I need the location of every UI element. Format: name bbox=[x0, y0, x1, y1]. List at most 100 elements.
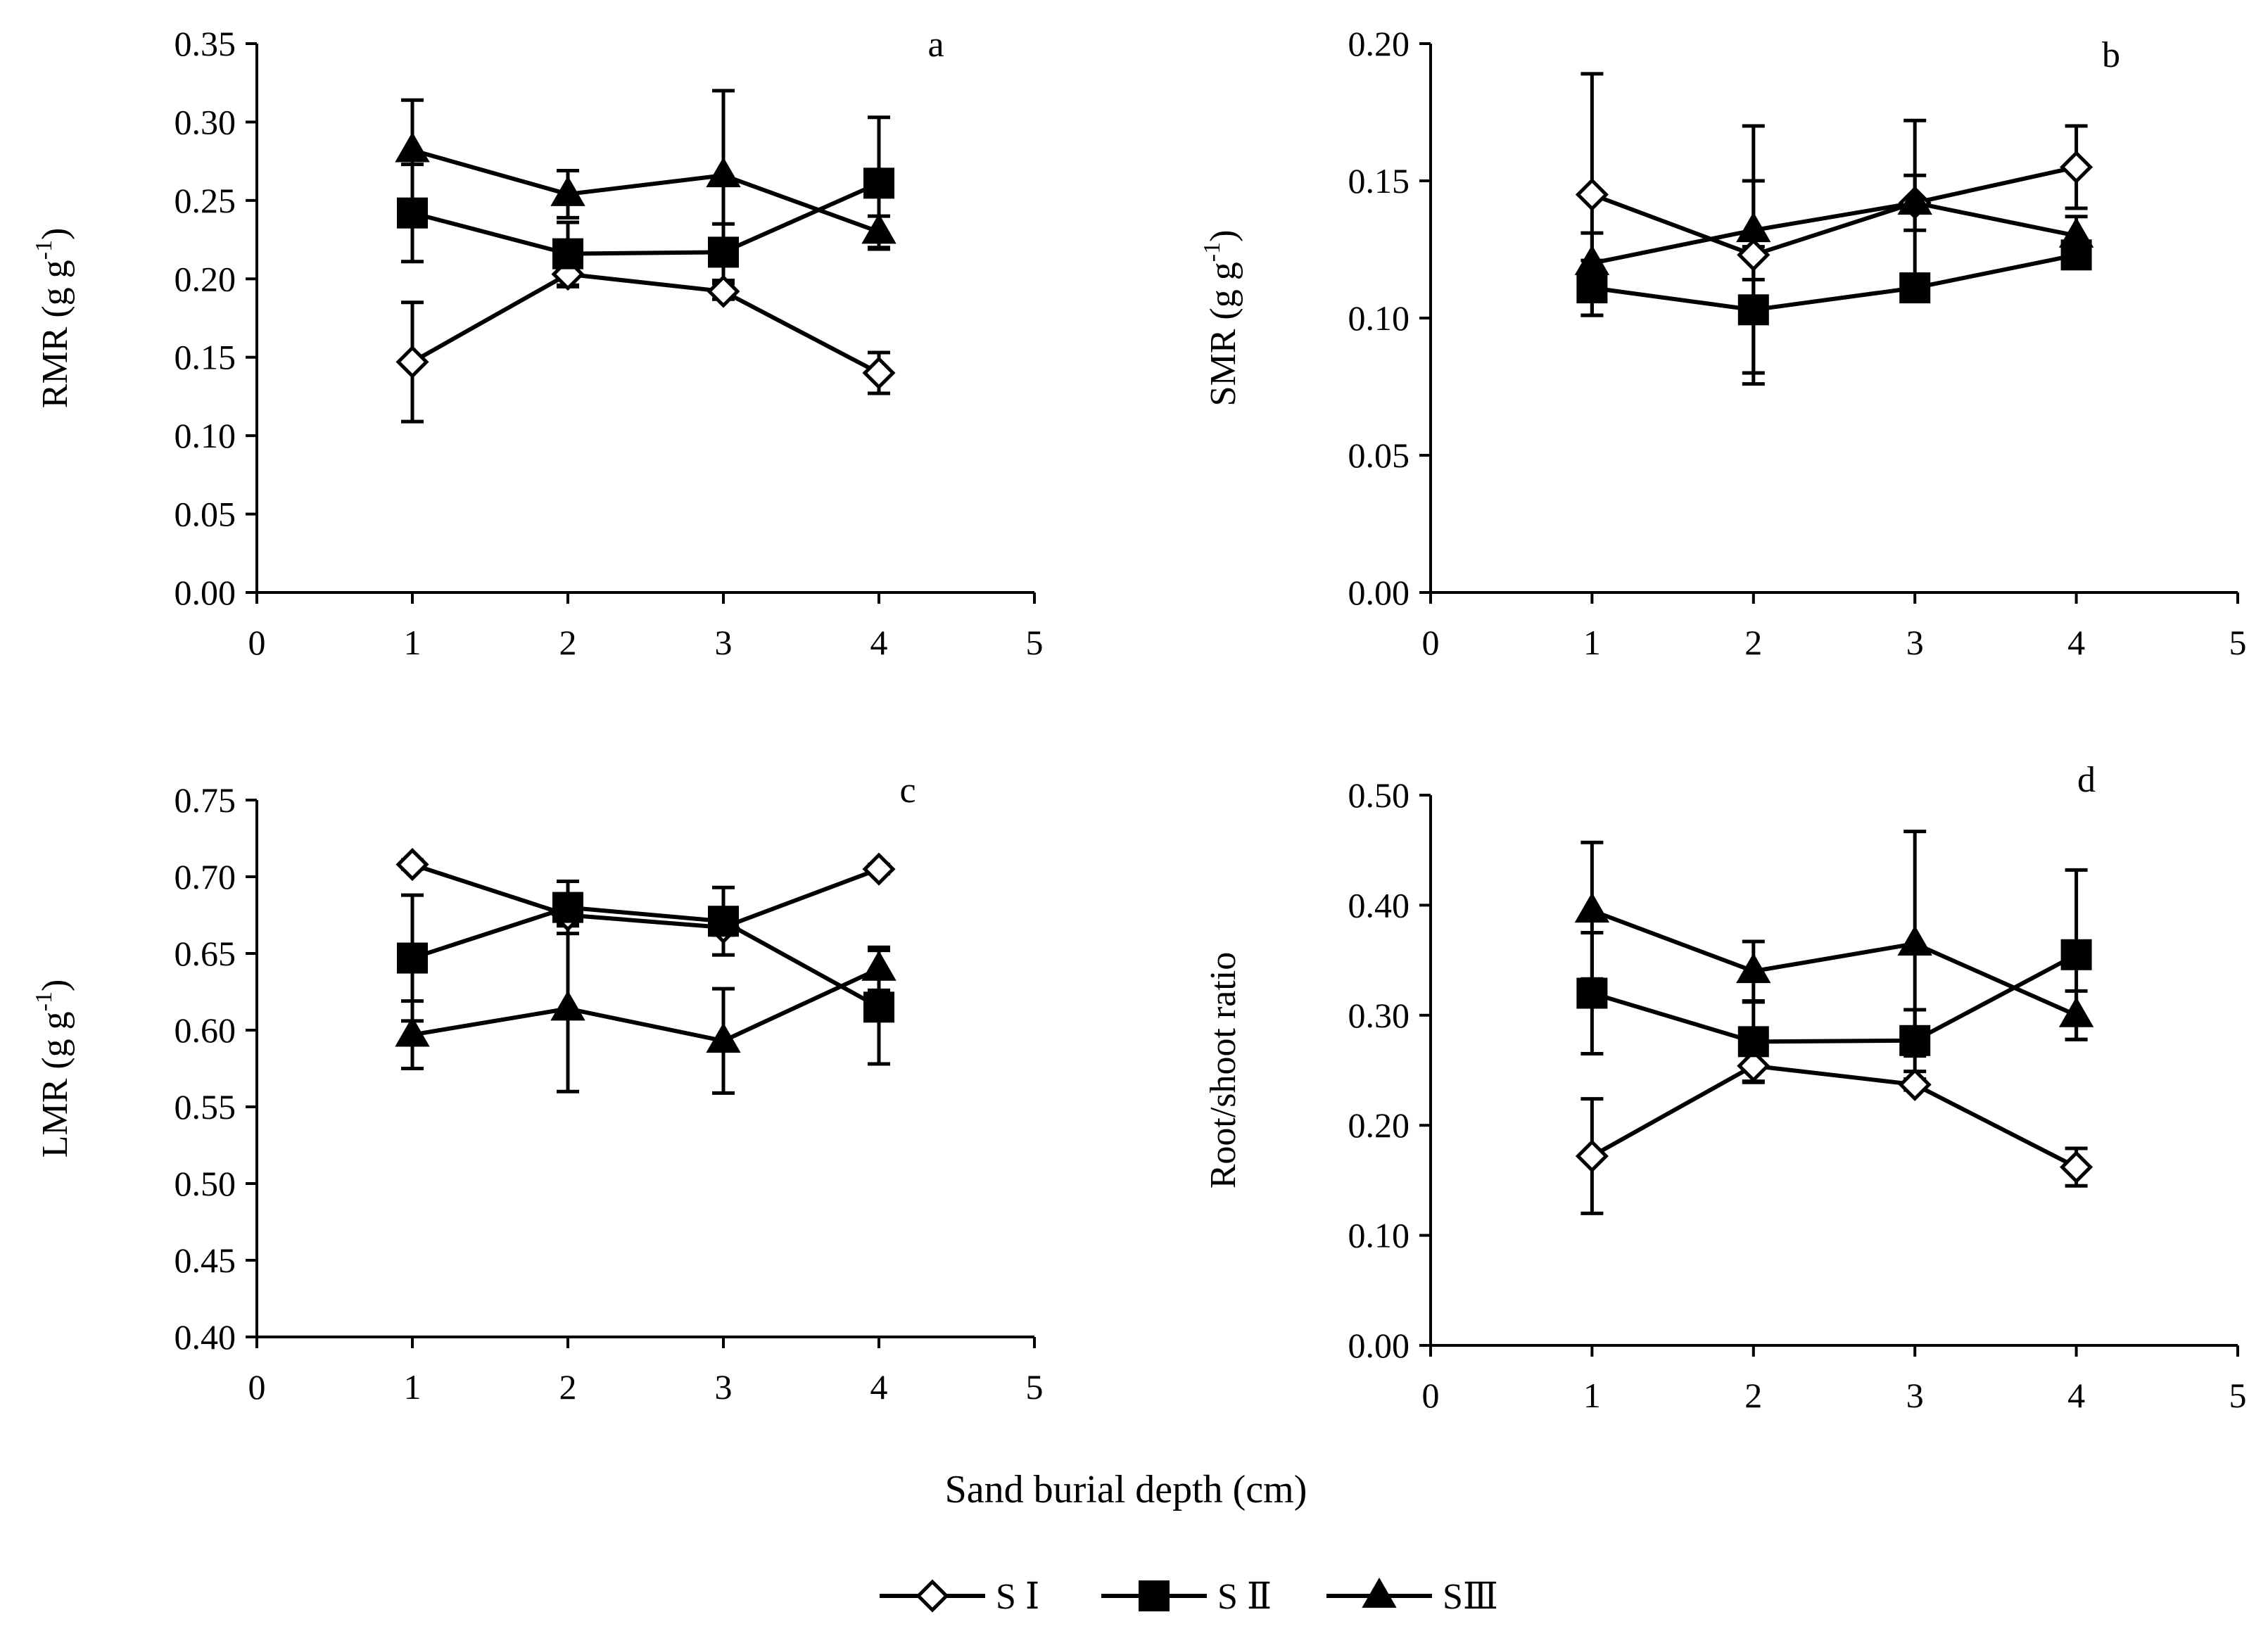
x-tick-label: 5 bbox=[2229, 623, 2247, 662]
series-s1-line bbox=[1590, 1063, 2077, 1169]
y-axis-title: RMR (g g-1) bbox=[31, 228, 75, 409]
series-s2-markers bbox=[1576, 939, 2092, 1058]
data-point-s2 bbox=[552, 238, 583, 270]
data-point-s2 bbox=[863, 991, 894, 1023]
x-tick-label: 3 bbox=[715, 1367, 733, 1407]
series-s1-line bbox=[1591, 165, 2077, 258]
y-axis-title-end: ) bbox=[1203, 230, 1243, 242]
data-point-s3 bbox=[1736, 212, 1771, 243]
series-s2-errorbars bbox=[1580, 245, 2088, 375]
data-point-s1 bbox=[1737, 238, 1770, 272]
y-axis-title-text: SMR (g g bbox=[1203, 262, 1243, 406]
y-tick-label: 0.15 bbox=[1348, 161, 1410, 201]
legend-item-s1: S Ⅰ bbox=[880, 1577, 1039, 1617]
data-point-s3 bbox=[2058, 217, 2094, 248]
data-point-s3 bbox=[550, 990, 585, 1021]
series-s3-errorbars bbox=[1580, 830, 2088, 1058]
x-tick-label: 1 bbox=[1583, 1376, 1601, 1415]
series-s1-markers bbox=[1575, 1049, 2093, 1184]
data-point-s1 bbox=[1737, 1049, 1770, 1083]
data-point-s1 bbox=[1898, 1067, 1932, 1101]
data-point-s3 bbox=[861, 950, 897, 981]
x-tick-label: 4 bbox=[2067, 1376, 2085, 1415]
y-tick-label: 0.40 bbox=[175, 1317, 236, 1357]
chart-panel-b: 0.00 0.05 0.10 0.15 0.20 0 1 2 3 4 5 SMR (g g-1) b bbox=[1199, 24, 2247, 662]
series-s1-line bbox=[412, 862, 880, 930]
y-tick-label: 0.15 bbox=[175, 338, 236, 377]
series-s3-markers bbox=[1574, 184, 2094, 275]
y-axis-title-superscript: -1 bbox=[31, 991, 57, 1011]
x-tick-label: 5 bbox=[2229, 1376, 2247, 1415]
chart-panel-d: 0.00 0.10 0.20 0.30 0.40 0.50 0 1 2 3 4 5 Root/shoot… bbox=[1203, 760, 2247, 1415]
data-point-s3 bbox=[1574, 245, 1610, 275]
data-point-s2 bbox=[397, 197, 428, 229]
y-tick-label: 0.00 bbox=[175, 573, 236, 612]
data-point-s3 bbox=[1897, 184, 1932, 215]
x-tick-label: 3 bbox=[1906, 623, 1924, 662]
x-tick-label: 4 bbox=[870, 1367, 888, 1407]
series-s3-line bbox=[1591, 201, 2077, 265]
data-point-s1 bbox=[862, 356, 896, 390]
y-tick-label: 0.30 bbox=[1348, 996, 1410, 1035]
y-tick-label: 0.10 bbox=[1348, 1216, 1410, 1255]
series-s1-markers bbox=[395, 848, 896, 944]
series-s2-errorbars bbox=[1580, 868, 2088, 1084]
y-axis-title-end: ) bbox=[35, 979, 75, 991]
data-point-s1 bbox=[1575, 177, 1609, 212]
series-s3-errorbars bbox=[1580, 173, 2088, 296]
data-point-s1 bbox=[2060, 1150, 2093, 1184]
y-axis-title: LMR (g g-1) bbox=[31, 979, 75, 1158]
data-point-s3 bbox=[1574, 892, 1610, 923]
y-tick-label: 0.10 bbox=[175, 416, 236, 455]
data-point-s3 bbox=[706, 1022, 741, 1053]
series-s2-line bbox=[1591, 953, 2078, 1044]
legend-label: S Ⅱ bbox=[1217, 1577, 1272, 1617]
x-tick-label: 5 bbox=[1026, 623, 1044, 662]
data-point-s2 bbox=[1737, 294, 1769, 326]
y-tick-label: 0.75 bbox=[175, 780, 236, 820]
x-tick-label: 4 bbox=[2067, 623, 2085, 662]
legend-item-s2: S Ⅱ bbox=[1101, 1577, 1272, 1617]
data-point-s3 bbox=[550, 175, 585, 206]
series-s3-markers bbox=[1574, 892, 2094, 1027]
x-tick-label: 2 bbox=[559, 1367, 577, 1407]
y-tick-label: 0.60 bbox=[175, 1010, 236, 1050]
data-point-s3 bbox=[395, 1016, 430, 1047]
y-axis-title-end: ) bbox=[35, 228, 75, 240]
x-tick-label: 0 bbox=[1422, 1376, 1440, 1415]
x-tick-label: 1 bbox=[1583, 623, 1601, 662]
series-s3-line bbox=[412, 148, 880, 234]
series-s2-errorbars bbox=[401, 115, 890, 287]
panel-letter: c bbox=[899, 771, 916, 811]
y-axis-title-text: Root/shoot ratio bbox=[1203, 952, 1243, 1189]
data-point-s2 bbox=[1899, 272, 1931, 304]
x-tick-label: 0 bbox=[1422, 623, 1440, 662]
data-point-s2 bbox=[708, 236, 739, 268]
data-point-s3 bbox=[706, 157, 741, 188]
y-tick-label: 0.55 bbox=[175, 1087, 236, 1127]
series-s3-errorbars bbox=[401, 924, 890, 1095]
y-axis-title: SMR (g g-1) bbox=[1199, 230, 1243, 407]
data-point-s2 bbox=[1737, 1026, 1769, 1058]
data-point-s3 bbox=[2058, 996, 2094, 1027]
x-tick-label: 2 bbox=[1744, 1376, 1762, 1415]
x-tick-label: 3 bbox=[1906, 1376, 1924, 1415]
data-point-s2 bbox=[1576, 977, 1608, 1009]
y-tick-label: 0.20 bbox=[1348, 1105, 1410, 1145]
data-point-s1 bbox=[707, 274, 740, 308]
series-s1-errorbars bbox=[401, 858, 890, 937]
x-tick-label: 1 bbox=[404, 1367, 422, 1407]
x-tick-label: 2 bbox=[1744, 623, 1762, 662]
series-s2-line bbox=[1591, 253, 2077, 312]
y-tick-label: 0.10 bbox=[1348, 298, 1410, 338]
series-s3-markers bbox=[395, 950, 897, 1053]
y-tick-label: 0.20 bbox=[1348, 24, 1410, 63]
data-point-s3 bbox=[395, 132, 430, 163]
data-point-s2 bbox=[1899, 1025, 1931, 1056]
y-tick-label: 0.00 bbox=[1348, 1326, 1410, 1365]
panel-letter: b bbox=[2102, 35, 2120, 75]
legend: S Ⅰ S Ⅱ SⅢ bbox=[880, 1577, 1498, 1617]
y-axis-title: Root/shoot ratio bbox=[1203, 952, 1243, 1189]
y-tick-label: 0.25 bbox=[175, 181, 236, 220]
